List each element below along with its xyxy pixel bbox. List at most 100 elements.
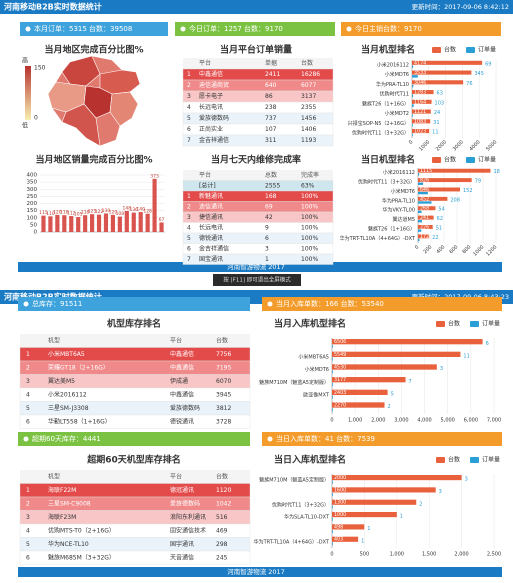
panel-header bbox=[18, 432, 250, 446]
bar bbox=[332, 517, 333, 521]
table-cell: 3 bbox=[26, 514, 30, 521]
data-label: 3177 bbox=[334, 377, 346, 383]
data-label: 208 bbox=[450, 197, 460, 203]
table-header: 机型 bbox=[48, 472, 60, 480]
bar bbox=[412, 123, 413, 127]
table-cell: 100% bbox=[301, 256, 318, 263]
bar bbox=[332, 511, 397, 518]
table-cell: 中鑫通信 bbox=[170, 363, 194, 371]
y-tick-label: 优购时代T11（3+32G） bbox=[358, 179, 415, 186]
y-tick-label: 魅族M710M（魅蓝A5定制版） bbox=[259, 477, 329, 484]
table-cell: 海联F23M bbox=[48, 513, 76, 521]
x-tick-label: 1,000 bbox=[390, 552, 404, 558]
table-cell: 2 bbox=[187, 203, 191, 210]
bar bbox=[55, 214, 60, 232]
table-cell: 1 bbox=[26, 351, 30, 358]
table-header-row bbox=[20, 470, 250, 484]
footer-bar bbox=[18, 262, 502, 272]
panel-header bbox=[262, 297, 502, 311]
table-cell: 7195 bbox=[216, 364, 231, 371]
y-tick-label: 优购时代T11（3+32G） bbox=[272, 501, 329, 508]
table-cell: 6 bbox=[187, 245, 191, 252]
table-cell: 国宇通讯 bbox=[170, 540, 194, 548]
table-cell: 63% bbox=[301, 182, 315, 189]
bar bbox=[41, 215, 46, 232]
bar bbox=[332, 474, 462, 481]
table-cell: 107 bbox=[265, 126, 277, 133]
table-cell: 6 bbox=[187, 126, 191, 133]
y-tick-label: 小米MDT6 bbox=[305, 366, 329, 373]
table-cell: 荣耀GT18（2+16G） bbox=[48, 363, 109, 371]
bar bbox=[418, 201, 432, 204]
legend-swatch bbox=[466, 47, 475, 53]
bar bbox=[412, 70, 472, 75]
y-tick-label: 优购时代T11（3+32G） bbox=[352, 130, 409, 137]
x-tick-label: 400 bbox=[435, 244, 446, 255]
data-label: 4174 bbox=[414, 60, 426, 66]
table-cell: 爱族德数码 bbox=[199, 114, 229, 122]
panel-header bbox=[341, 22, 501, 36]
bar bbox=[412, 109, 431, 114]
data-label: 1 bbox=[361, 538, 364, 544]
bar bbox=[332, 408, 333, 412]
table-cell: 中鑫通信 bbox=[170, 350, 194, 358]
legend-swatch bbox=[466, 157, 475, 163]
table-cell: 238 bbox=[265, 104, 277, 111]
bar bbox=[48, 216, 53, 232]
x-tick-label: 3,000 bbox=[394, 418, 408, 424]
data-label: 1283 bbox=[414, 90, 426, 96]
table-cell: 3812 bbox=[216, 405, 231, 412]
bar bbox=[332, 487, 436, 493]
y-tick-label: 小米2016112 bbox=[377, 61, 409, 68]
y-tick-label: 华为TRT-TL10A（4+64G）-DXT bbox=[254, 538, 330, 545]
data-label: 1600 bbox=[334, 487, 346, 493]
data-label: 103 bbox=[435, 100, 445, 106]
table-row bbox=[182, 134, 334, 147]
table-cell: 固安通信技术 bbox=[170, 526, 206, 534]
bar bbox=[117, 216, 122, 232]
data-label: 6506 bbox=[334, 339, 346, 345]
data-label: 498 bbox=[334, 524, 343, 530]
data-label: 1083 bbox=[414, 119, 426, 125]
bar bbox=[418, 196, 448, 201]
data-label: 110 bbox=[46, 211, 55, 217]
y-tick-label: 华为PRA-TL10 bbox=[376, 81, 409, 88]
table-cell: 小米MBT6A5 bbox=[48, 350, 85, 358]
data-label: 31 bbox=[433, 120, 439, 126]
data-label: 5549 bbox=[334, 352, 346, 358]
data-label: 2000 bbox=[334, 475, 346, 481]
table-header: 完成率 bbox=[301, 171, 319, 179]
bar bbox=[131, 212, 136, 232]
table-header: 平台 bbox=[199, 59, 211, 67]
bar bbox=[332, 395, 333, 399]
y-tick-label: 小米2016112 bbox=[383, 169, 415, 176]
y-tick-label: 华为VKY-TL00 bbox=[382, 207, 415, 214]
map-legend-label: 高 bbox=[22, 57, 28, 65]
data-label: 3046 bbox=[414, 80, 426, 86]
table-cell: 4 bbox=[187, 104, 191, 111]
data-label: 128 bbox=[143, 208, 152, 214]
bar bbox=[418, 234, 430, 239]
data-label: 268 bbox=[420, 206, 429, 212]
panel-header-text: 超期60天库存：4441 bbox=[32, 434, 101, 443]
bar bbox=[332, 364, 437, 370]
data-label: 125 bbox=[88, 209, 97, 215]
bar bbox=[96, 214, 102, 232]
y-tick-label: 小米MBT6A5 bbox=[298, 354, 329, 361]
bar bbox=[418, 182, 424, 185]
data-label: 226 bbox=[420, 224, 429, 230]
data-label: 5 bbox=[391, 392, 394, 398]
bar bbox=[412, 60, 483, 65]
table-cell: 6 bbox=[26, 418, 30, 425]
data-label: 1121 bbox=[414, 109, 426, 115]
x-tick-label: 2,000 bbox=[454, 552, 468, 558]
table-cell: 1 bbox=[26, 487, 30, 494]
data-label: 67 bbox=[159, 217, 165, 223]
y-tick-label: 150 bbox=[27, 208, 38, 214]
table-cell: 5 bbox=[187, 115, 191, 122]
map-region bbox=[61, 103, 101, 147]
bar bbox=[332, 351, 461, 357]
bar bbox=[332, 339, 483, 345]
update-time: 更新时间：2017-09-06 8:43:23 bbox=[412, 292, 509, 301]
